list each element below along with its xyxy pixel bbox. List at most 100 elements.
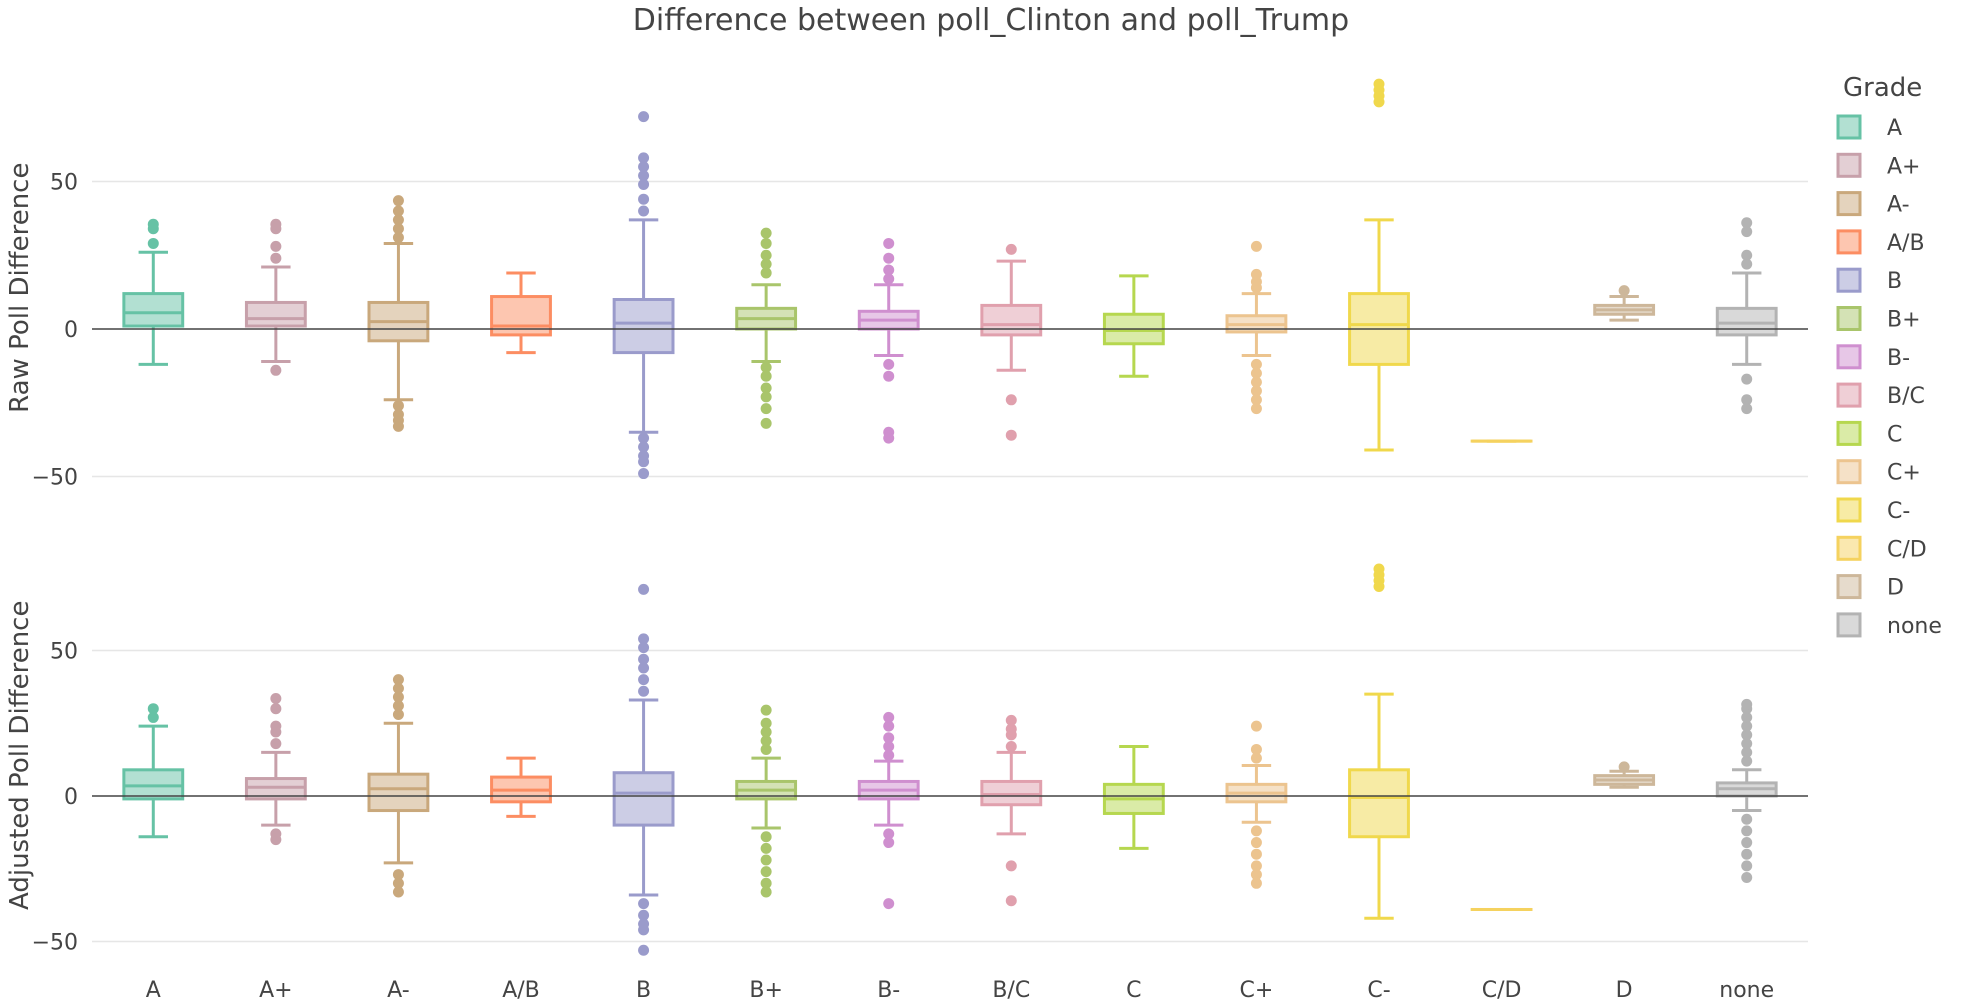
x-tick-label: B+ xyxy=(749,978,783,1000)
box-A+ xyxy=(244,693,307,846)
outlier-point xyxy=(760,704,772,716)
box-C- xyxy=(1348,563,1410,920)
legend-label: B/C xyxy=(1887,384,1925,409)
outlier-point xyxy=(760,877,772,889)
outlier-point xyxy=(392,223,404,235)
box-A- xyxy=(367,195,430,432)
outlier-point xyxy=(883,837,895,849)
legend-item-C-: C- xyxy=(1836,497,1910,524)
x-tick-label: C/D xyxy=(1482,978,1522,1000)
x-tick-label: C+ xyxy=(1240,978,1274,1000)
outlier-point xyxy=(270,738,282,750)
legend-swatch xyxy=(1836,459,1862,485)
outlier-point xyxy=(147,237,159,249)
outlier-point xyxy=(1250,825,1262,837)
outlier-point xyxy=(883,732,895,744)
outlier-point xyxy=(1741,698,1753,710)
outlier-point xyxy=(1741,848,1753,860)
box-C xyxy=(1102,274,1165,378)
outlier-point xyxy=(1741,720,1753,732)
x-tick-label: B/C xyxy=(992,978,1030,1000)
x-tick-label: D xyxy=(1616,978,1633,1000)
outlier-point xyxy=(392,691,404,703)
box-A+ xyxy=(244,218,307,376)
outlier-point xyxy=(392,214,404,226)
box-A/B xyxy=(490,756,552,818)
outlier-point xyxy=(1741,755,1753,767)
box-B/C xyxy=(980,243,1043,441)
legend-item-C: C xyxy=(1836,420,1902,447)
outlier-point xyxy=(392,877,404,889)
legend-swatch xyxy=(1836,191,1862,217)
outlier-point xyxy=(883,432,895,444)
outlier-point xyxy=(270,834,282,846)
outlier-point xyxy=(760,842,772,854)
outlier-point xyxy=(1250,720,1262,732)
outlier-point xyxy=(760,735,772,747)
outlier-point xyxy=(638,193,650,205)
legend-swatch xyxy=(1836,267,1862,293)
legend-label: C+ xyxy=(1887,461,1921,486)
outlier-point xyxy=(1250,403,1262,415)
outlier-point xyxy=(638,468,650,480)
x-tick-label: A xyxy=(146,978,161,1000)
outlier-point xyxy=(638,161,650,173)
box-A xyxy=(122,218,185,366)
legend-swatch xyxy=(1836,420,1862,446)
outlier-point xyxy=(760,854,772,866)
x-tick-label: A- xyxy=(387,978,410,1000)
outlier-point xyxy=(392,400,404,412)
outlier-point xyxy=(1005,723,1017,735)
legend-label: B- xyxy=(1887,346,1910,371)
outlier-point xyxy=(638,898,650,910)
outlier-point xyxy=(1741,403,1753,415)
outlier-point xyxy=(1250,385,1262,397)
x-tick-label: B- xyxy=(877,978,900,1000)
outlier-point xyxy=(638,441,650,453)
outlier-point xyxy=(760,237,772,249)
outlier-point xyxy=(392,674,404,686)
outlier-point xyxy=(147,218,159,230)
outlier-point xyxy=(638,205,650,217)
outlier-point xyxy=(147,703,159,715)
outlier-point xyxy=(1741,860,1753,872)
x-tick-label: C- xyxy=(1367,978,1390,1000)
outlier-point xyxy=(638,674,650,686)
outlier-point xyxy=(1250,394,1262,406)
box-B- xyxy=(857,711,920,910)
outlier-point xyxy=(1250,869,1262,881)
outlier-point xyxy=(1741,373,1753,385)
outlier-point xyxy=(760,726,772,738)
outlier-point xyxy=(1741,729,1753,741)
outlier-point xyxy=(392,205,404,217)
box-B/C xyxy=(980,714,1043,907)
outlier-point xyxy=(1741,813,1753,825)
legend-label: A- xyxy=(1887,193,1910,218)
outlier-point xyxy=(1005,741,1017,753)
outlier-point xyxy=(883,370,895,382)
outlier-point xyxy=(883,711,895,723)
y-tick-label: 50 xyxy=(50,171,78,196)
outlier-point xyxy=(1250,743,1262,755)
legend-label: C- xyxy=(1887,499,1910,524)
outlier-point xyxy=(638,924,650,936)
y-tick-label: 50 xyxy=(50,640,78,665)
legend-label: none xyxy=(1887,614,1942,639)
outlier-point xyxy=(638,178,650,190)
box-iqr xyxy=(1348,768,1410,839)
outlier-point xyxy=(638,642,650,654)
outlier-point xyxy=(1250,358,1262,370)
outlier-point xyxy=(392,232,404,244)
box-B xyxy=(612,583,675,956)
outlier-point xyxy=(1250,240,1262,252)
legend-label: A+ xyxy=(1887,154,1920,179)
outlier-point xyxy=(883,749,895,761)
outlier-point xyxy=(392,709,404,721)
legend-item-B+: B+ xyxy=(1836,306,1921,333)
outlier-point xyxy=(1741,249,1753,261)
outlier-point xyxy=(392,869,404,881)
box-C- xyxy=(1348,78,1410,452)
x-tick-label: B xyxy=(636,978,651,1000)
outlier-point xyxy=(147,711,159,723)
